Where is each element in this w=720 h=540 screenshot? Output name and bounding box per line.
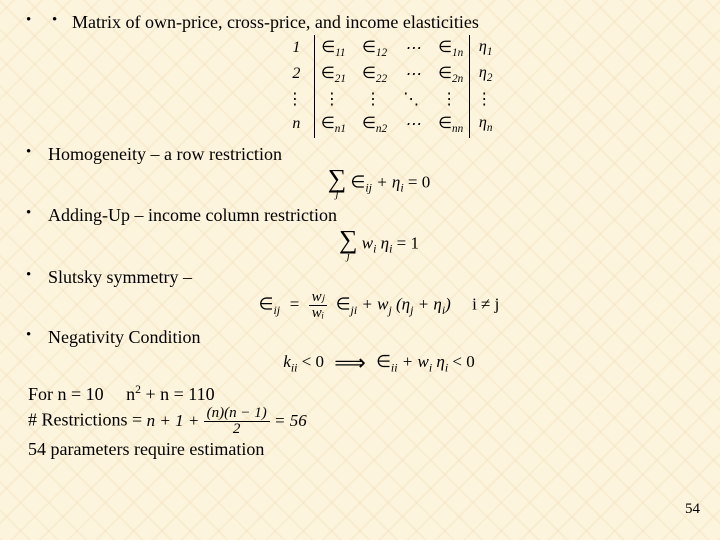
eta-cell: η1 — [470, 35, 504, 61]
frac-num: wⱼ — [309, 290, 328, 306]
matrix-cell: ∈22 — [354, 61, 395, 87]
bullet-slutsky: Slutsky symmetry – ∈ij = wⱼwᵢ ∈ji + wj (… — [0, 267, 720, 321]
footer-line-1: For n = 10 n2 + n = 110 — [28, 382, 710, 406]
matrix-row-label: ⋮ — [279, 87, 315, 111]
footer-block: For n = 10 n2 + n = 110 # Restrictions =… — [0, 382, 720, 462]
slide-content: Matrix of own-price, cross-price, and in… — [0, 0, 720, 376]
eta-cell: η2 — [470, 61, 504, 87]
matrix-row-label: 2 — [279, 61, 315, 87]
matrix-cell: ∈2n — [430, 61, 470, 87]
matrix-row-label: n — [279, 111, 315, 137]
frac-den: wᵢ — [309, 306, 328, 321]
footer-text: + n = 110 — [141, 384, 215, 404]
footer-text: = 56 — [270, 411, 307, 430]
frac-den: 2 — [204, 422, 270, 437]
bullet-text: Homogeneity – a row restriction — [48, 144, 282, 164]
bullet-text: Negativity Condition — [48, 327, 201, 347]
footer-text: n — [126, 384, 135, 404]
matrix-cell: ⋯ — [395, 111, 430, 137]
matrix-cell: ∈1n — [430, 35, 470, 61]
matrix-cell: ⋮ — [314, 87, 354, 111]
matrix-row-label: 1 — [279, 35, 315, 61]
matrix-cell: ∈nn — [430, 111, 470, 137]
footer-text: n + 1 + — [147, 411, 204, 430]
matrix-cell: ⋱ — [395, 87, 430, 111]
matrix-cell: ⋮ — [430, 87, 470, 111]
elasticity-matrix: 1 ∈11 ∈12 ⋯ ∈1n η1 2 ∈21 ∈22 ⋯ ∈2n — [72, 35, 710, 138]
bullet-item: Matrix of own-price, cross-price, and in… — [0, 12, 720, 138]
negativity-formula: kii < 0 ⟹ ∈ii + wi ηi < 0 — [48, 350, 710, 376]
footer-line-3: 54 parameters require estimation — [28, 437, 710, 461]
bullet-matrix: Matrix of own-price, cross-price, and in… — [48, 12, 710, 138]
addingup-formula: ∑j wi ηi = 1 — [48, 228, 710, 261]
matrix-cell: ⋯ — [395, 35, 430, 61]
eta-cell: ⋮ — [470, 87, 504, 111]
bullet-homogeneity: Homogeneity – a row restriction ∑j ∈ij +… — [0, 144, 720, 200]
page-number: 54 — [685, 501, 700, 518]
matrix-cell: ∈21 — [314, 61, 354, 87]
bullet-negativity: Negativity Condition kii < 0 ⟹ ∈ii + wi … — [0, 327, 720, 376]
bullet-addingup: Adding-Up – income column restriction ∑j… — [0, 205, 720, 261]
footer-line-2: # Restrictions = n + 1 + (n)(n − 1)2 = 5… — [28, 406, 710, 437]
matrix-cell: ⋮ — [354, 87, 395, 111]
bullet-text: Slutsky symmetry – — [48, 267, 192, 287]
bullet-text: Adding-Up – income column restriction — [48, 205, 337, 225]
frac-num: (n)(n − 1) — [204, 406, 270, 422]
matrix-cell: ∈n1 — [314, 111, 354, 137]
matrix-cell: ∈11 — [314, 35, 354, 61]
homogeneity-formula: ∑j ∈ij + ηi = 0 — [48, 167, 710, 200]
matrix-cell: ∈n2 — [354, 111, 395, 137]
matrix-cell: ∈12 — [354, 35, 395, 61]
bullet-text: Matrix of own-price, cross-price, and in… — [72, 12, 479, 32]
eta-cell: ηn — [470, 111, 504, 137]
footer-text: # Restrictions = — [28, 410, 147, 430]
matrix-cell: ⋯ — [395, 61, 430, 87]
slutsky-formula: ∈ij = wⱼwᵢ ∈ji + wj (ηj + ηi) i ≠ j — [48, 290, 710, 321]
footer-text: For n = 10 — [28, 384, 104, 404]
